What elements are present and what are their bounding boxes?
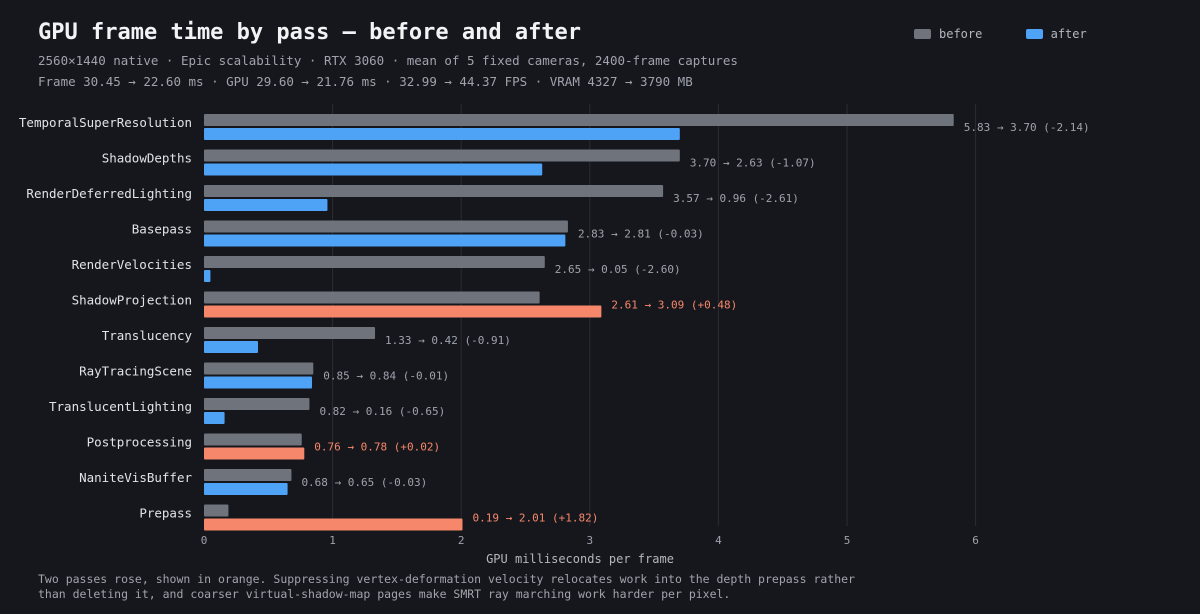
- bar-before: [204, 398, 310, 410]
- data-label: 3.70 → 2.63 (-1.07): [690, 157, 816, 170]
- legend-swatch-after: [1025, 29, 1043, 39]
- bar-after: [204, 163, 543, 176]
- bar-before: [204, 291, 540, 304]
- chart-title: GPU frame time by pass — before and afte…: [38, 20, 582, 45]
- data-label-regression: 0.76 → 0.78 (+0.02): [314, 441, 440, 454]
- bar-before: [204, 469, 292, 481]
- category-label: RayTracingScene: [79, 364, 192, 379]
- bar-before: [204, 220, 568, 233]
- x-tick-label: 4: [715, 534, 722, 547]
- legend-swatch-before: [914, 29, 931, 39]
- data-label: 2.83 → 2.81 (-0.03): [578, 228, 704, 241]
- legend-label-after: after: [1050, 27, 1087, 41]
- bar-before: [204, 256, 545, 268]
- category-label: RenderDeferredLighting: [26, 186, 192, 201]
- x-axis: 0 1 2 3 4 5 6 GPU milliseconds per frame: [201, 534, 979, 566]
- chart-subtitle: 2560×1440 native · Epic scalability · RT…: [38, 53, 738, 68]
- data-label-regression: 2.61 → 3.09 (+0.48): [611, 299, 737, 312]
- bar-after: [204, 270, 211, 282]
- bar-after-regression: [204, 518, 463, 531]
- category-label: Basepass: [132, 222, 192, 237]
- data-label: 3.57 → 0.96 (-2.61): [673, 192, 799, 205]
- x-tick-label: 2: [458, 534, 465, 547]
- x-tick-label: 3: [586, 534, 593, 547]
- category-label: ShadowDepths: [102, 151, 192, 166]
- bar-after-regression: [204, 447, 305, 460]
- bar-after: [204, 128, 680, 140]
- bar-after: [204, 199, 328, 211]
- category-label: NaniteVisBuffer: [79, 470, 192, 485]
- data-label-regression: 0.19 → 2.01 (+1.82): [472, 512, 598, 525]
- legend-item-after: after: [1025, 27, 1087, 41]
- data-label: 1.33 → 0.42 (-0.91): [385, 334, 511, 347]
- x-tick-label: 1: [329, 534, 336, 547]
- category-label: Prepass: [139, 506, 192, 521]
- bar-before: [204, 149, 680, 162]
- data-label: 5.83 → 3.70 (-2.14): [964, 121, 1090, 134]
- bar-before: [204, 362, 314, 375]
- data-label: 0.82 → 0.16 (-0.65): [319, 405, 445, 418]
- bar-before: [204, 185, 664, 197]
- bar-after-regression: [204, 305, 602, 318]
- legend: before after: [914, 27, 1087, 42]
- x-axis-label: GPU milliseconds per frame: [486, 552, 674, 566]
- bar-before: [204, 504, 229, 517]
- category-label: Postprocessing: [87, 435, 192, 450]
- bar-chart: TemporalSuperResolution 5.83 → 3.70 (-2.1…: [19, 104, 1090, 566]
- bar-after: [204, 412, 225, 424]
- data-label: 0.85 → 0.84 (-0.01): [323, 370, 449, 383]
- bar-after: [204, 483, 288, 495]
- bar-before: [204, 327, 376, 339]
- x-tick-label: 5: [844, 534, 851, 547]
- category-label: TemporalSuperResolution: [19, 115, 192, 130]
- data-label: 2.65 → 0.05 (-2.60): [555, 263, 681, 276]
- data-label: 0.68 → 0.65 (-0.03): [301, 476, 427, 489]
- legend-label-before: before: [939, 27, 983, 41]
- bars: TemporalSuperResolution 5.83 → 3.70 (-2.1…: [19, 114, 1090, 531]
- legend-item-before: before: [914, 27, 982, 41]
- category-label: TranslucentLighting: [49, 399, 192, 414]
- bar-before: [204, 114, 954, 126]
- bar-after: [204, 234, 566, 247]
- category-label: Translucency: [102, 328, 193, 343]
- summary-stats: Frame 30.45 → 22.60 ms · GPU 29.60 → 21.…: [38, 74, 693, 89]
- category-label: RenderVelocities: [72, 257, 192, 272]
- x-tick-label: 0: [201, 534, 208, 547]
- category-label: ShadowProjection: [72, 293, 192, 308]
- x-tick-label: 6: [972, 534, 979, 547]
- bar-before: [204, 433, 302, 446]
- bar-after: [204, 376, 313, 389]
- footnote: Two passes rose, shown in orange. Suppre…: [38, 572, 855, 601]
- bar-after: [204, 341, 259, 353]
